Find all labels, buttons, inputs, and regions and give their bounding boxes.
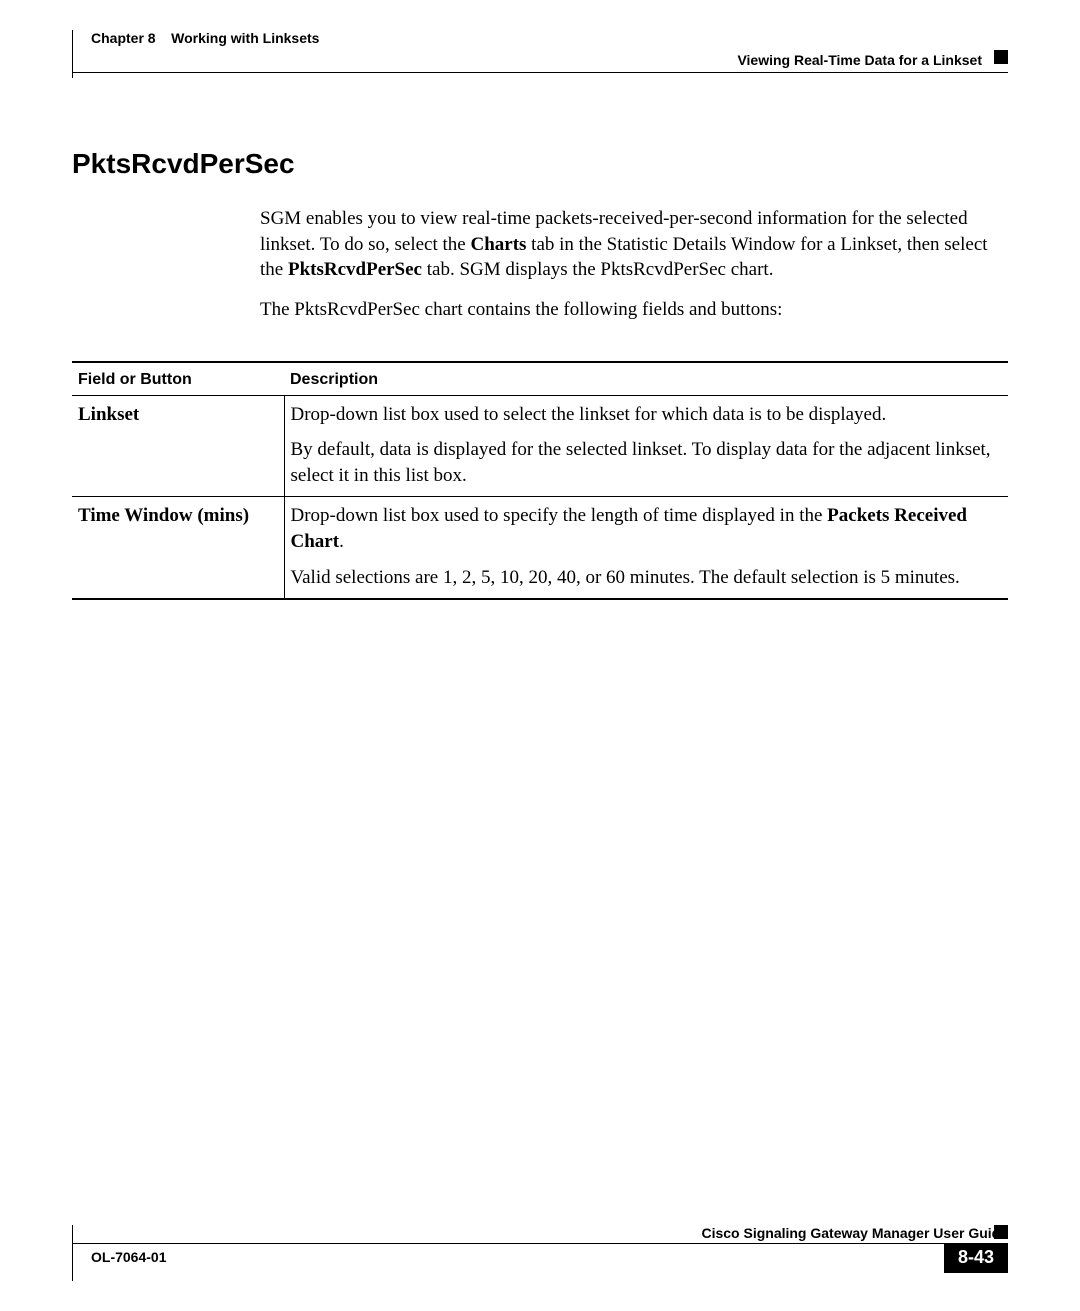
page-container: Chapter 8 Working with Linksets Viewing … bbox=[72, 30, 1008, 1281]
desc-p1-post: . bbox=[339, 531, 344, 552]
desc-p1: Drop-down list box used to specify the l… bbox=[291, 503, 1003, 554]
header-rule bbox=[73, 72, 1008, 73]
header-chapter: Chapter 8 Working with Linksets bbox=[91, 30, 319, 46]
table-cell-field: Linkset bbox=[72, 395, 284, 497]
table-row: Linkset Drop-down list box used to selec… bbox=[72, 395, 1008, 497]
table-cell-desc: Drop-down list box used to specify the l… bbox=[284, 497, 1008, 599]
footer-guide-title: Cisco Signaling Gateway Manager User Gui… bbox=[701, 1225, 1008, 1241]
page-header: Chapter 8 Working with Linksets Viewing … bbox=[72, 30, 1008, 78]
desc-p1-pre: Drop-down list box used to specify the l… bbox=[291, 505, 828, 526]
table-header-desc: Description bbox=[284, 362, 1008, 396]
p1-post: tab. SGM displays the PktsRcvdPerSec cha… bbox=[422, 259, 773, 280]
p1-bold2: PktsRcvdPerSec bbox=[288, 259, 422, 280]
chapter-label: Chapter 8 bbox=[91, 30, 156, 46]
fields-table: Field or Button Description Linkset Drop… bbox=[72, 361, 1008, 601]
table-cell-field: Time Window (mins) bbox=[72, 497, 284, 599]
section-title: PktsRcvdPerSec bbox=[72, 148, 1008, 180]
desc-p2: Valid selections are 1, 2, 5, 10, 20, 40… bbox=[291, 565, 1003, 591]
p1-bold1: Charts bbox=[470, 234, 526, 255]
chapter-title: Working with Linksets bbox=[171, 30, 319, 46]
page-footer: Cisco Signaling Gateway Manager User Gui… bbox=[72, 1225, 1008, 1281]
table-header-field: Field or Button bbox=[72, 362, 284, 396]
section-paragraph-1: SGM enables you to view real-time packet… bbox=[260, 206, 1008, 283]
footer-rule bbox=[73, 1243, 1008, 1244]
desc-p1: Drop-down list box used to select the li… bbox=[291, 402, 1003, 428]
header-marker-icon bbox=[994, 50, 1008, 64]
table-header-row: Field or Button Description bbox=[72, 362, 1008, 396]
table-row: Time Window (mins) Drop-down list box us… bbox=[72, 497, 1008, 599]
section-body: SGM enables you to view real-time packet… bbox=[260, 206, 1008, 323]
table-cell-desc: Drop-down list box used to select the li… bbox=[284, 395, 1008, 497]
footer-page-number: 8-43 bbox=[944, 1243, 1008, 1273]
section-paragraph-2: The PktsRcvdPerSec chart contains the fo… bbox=[260, 297, 1008, 323]
footer-doc-id: OL-7064-01 bbox=[91, 1249, 166, 1265]
desc-p2: By default, data is displayed for the se… bbox=[291, 437, 1003, 488]
header-subtitle: Viewing Real-Time Data for a Linkset bbox=[737, 52, 982, 68]
